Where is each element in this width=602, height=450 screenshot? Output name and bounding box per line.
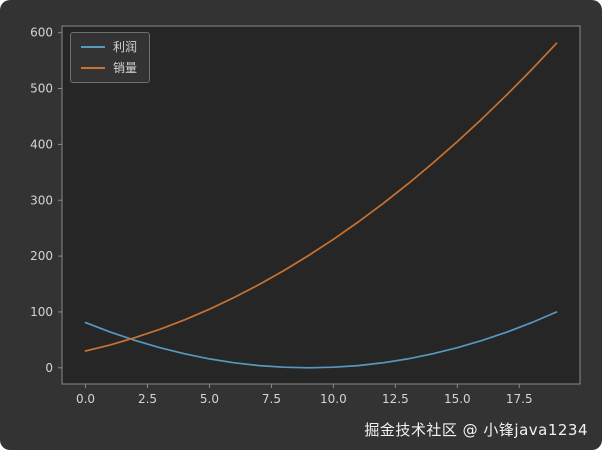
y-tick-label: 300 bbox=[30, 193, 53, 207]
x-tick-label: 0.0 bbox=[76, 392, 95, 406]
x-tick-label: 2.5 bbox=[138, 392, 157, 406]
legend-label-profit: 利润 bbox=[113, 40, 138, 54]
x-tick-label: 10.0 bbox=[320, 392, 347, 406]
y-tick-label: 0 bbox=[45, 361, 53, 375]
y-tick-label: 600 bbox=[30, 26, 53, 40]
x-tick-label: 15.0 bbox=[444, 392, 471, 406]
watermark-text: 掘金技术社区 @ 小锋java1234 bbox=[364, 421, 588, 439]
series-line-0 bbox=[84, 311, 558, 369]
x-tick-label: 7.5 bbox=[262, 392, 281, 406]
x-tick-label: 5.0 bbox=[200, 392, 219, 406]
y-tick-label: 400 bbox=[30, 137, 53, 151]
chart-legend: 利润 销量 bbox=[70, 32, 151, 83]
sales-line-swatch bbox=[81, 67, 105, 69]
x-tick-label: 17.5 bbox=[506, 392, 533, 406]
legend-item-profit: 利润 bbox=[81, 40, 137, 54]
y-tick-label: 200 bbox=[30, 249, 53, 263]
axes-area bbox=[61, 25, 581, 385]
y-tick-label: 500 bbox=[30, 82, 53, 96]
legend-item-sales: 销量 bbox=[81, 61, 137, 75]
profit-line-swatch bbox=[81, 46, 105, 48]
x-tick-label: 12.5 bbox=[382, 392, 409, 406]
series-line-1 bbox=[84, 42, 558, 352]
legend-label-sales: 销量 bbox=[113, 61, 138, 75]
y-tick-label: 100 bbox=[30, 305, 53, 319]
